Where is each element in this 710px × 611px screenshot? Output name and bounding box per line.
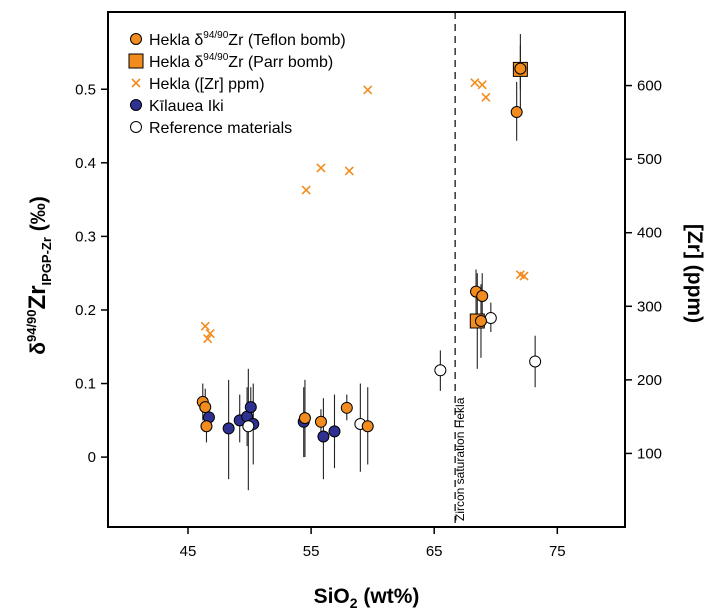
teflon-point bbox=[340, 401, 353, 414]
legend-label-parr: Hekla δ94/90Zr (Parr bomb) bbox=[149, 52, 333, 71]
y-left-title-unit: (‰) bbox=[27, 196, 50, 237]
ppm-point bbox=[203, 334, 213, 344]
legend-label-kilauea: Kīlauea Iki bbox=[149, 98, 224, 115]
ppm-point bbox=[477, 80, 487, 90]
y-left-tick-label: 0.4 bbox=[75, 155, 96, 172]
legend-text-main: Hekla δ bbox=[149, 32, 203, 49]
plot-frame bbox=[107, 11, 626, 528]
y-right-tick-label: 100 bbox=[637, 445, 662, 462]
legend-text-superscript: 94/90 bbox=[203, 52, 228, 63]
legend-label-teflon: Hekla δ94/90Zr (Teflon bomb) bbox=[149, 30, 346, 49]
teflon-point bbox=[314, 415, 327, 428]
reference-point bbox=[529, 355, 542, 368]
x-tick-label: 45 bbox=[180, 543, 197, 560]
x-axis-title-unit: (wt%) bbox=[358, 585, 420, 608]
legend-marker-reference bbox=[130, 121, 142, 133]
teflon-point bbox=[298, 412, 311, 425]
y-left-tick-label: 0.3 bbox=[75, 228, 96, 245]
y-left-tick-label: 0.5 bbox=[75, 81, 96, 98]
legend-marker-ppm bbox=[131, 78, 141, 88]
x-axis-title-main: SiO bbox=[314, 585, 350, 608]
y-right-tick-label: 500 bbox=[637, 151, 662, 168]
legend-marker-teflon bbox=[130, 33, 142, 45]
y-left-title-superscript: 94/90 bbox=[24, 309, 39, 342]
x-axis-title-subscript: 2 bbox=[350, 595, 358, 611]
y-right-axis-title: [Zr] (ppm) bbox=[683, 224, 706, 323]
ppm-point bbox=[301, 185, 311, 195]
teflon-point bbox=[514, 62, 527, 75]
ppm-point bbox=[519, 271, 529, 281]
teflon-point bbox=[474, 315, 487, 327]
legend-text-main: Hekla δ bbox=[149, 54, 203, 71]
ppm-point bbox=[344, 166, 354, 176]
y-right-tick-label: 600 bbox=[637, 78, 662, 95]
y-right-tick-label: 200 bbox=[637, 372, 662, 389]
y-left-title-zr: Zr bbox=[24, 285, 51, 309]
legend-marker-parr bbox=[128, 53, 144, 69]
teflon-point bbox=[361, 420, 374, 433]
teflon-point bbox=[199, 401, 212, 414]
y-left-tick-label: 0.2 bbox=[75, 302, 96, 319]
teflon-point bbox=[476, 289, 489, 302]
x-tick-label: 75 bbox=[549, 543, 566, 560]
y-left-axis-title: δ94/90ZrIPGP-Zr (‰) bbox=[24, 196, 54, 355]
teflon-point bbox=[200, 420, 213, 433]
legend-label-ppm: Hekla ([Zr] ppm) bbox=[149, 76, 265, 93]
ppm-point bbox=[470, 78, 480, 88]
legend-marker-kilauea bbox=[130, 99, 142, 111]
kilauea-point bbox=[244, 401, 257, 414]
ppm-point bbox=[200, 321, 210, 331]
ppm-point bbox=[481, 92, 491, 102]
kilauea-point bbox=[328, 425, 341, 438]
legend-text-rest: Zr (Teflon bomb) bbox=[228, 32, 345, 49]
y-left-title-delta: δ bbox=[27, 342, 50, 355]
y-right-tick-label: 400 bbox=[637, 225, 662, 242]
legend-label-reference: Reference materials bbox=[149, 120, 292, 137]
kilauea-point bbox=[222, 422, 235, 435]
x-axis-title: SiO2 (wt%) bbox=[314, 585, 420, 611]
kilauea-point bbox=[317, 430, 330, 443]
ppm-point bbox=[205, 328, 215, 339]
ppm-point bbox=[316, 163, 326, 173]
ppm-point bbox=[363, 85, 373, 95]
teflon-point bbox=[510, 106, 523, 119]
zircon-saturation-label: Zircon saturation Hekla bbox=[453, 397, 467, 521]
x-tick-label: 55 bbox=[303, 543, 320, 560]
x-tick-label: 65 bbox=[426, 543, 443, 560]
legend-text-rest: Zr (Parr bomb) bbox=[228, 54, 333, 71]
legend-text-main: Kīlauea Iki bbox=[149, 98, 224, 115]
legend-text-superscript: 94/90 bbox=[203, 30, 228, 41]
y-left-tick-label: 0 bbox=[88, 449, 96, 466]
y-left-title-subscript: IPGP-Zr bbox=[39, 237, 54, 285]
reference-point bbox=[434, 364, 447, 377]
reference-point bbox=[484, 312, 497, 325]
y-left-tick-label: 0.1 bbox=[75, 376, 96, 393]
y-right-tick-label: 300 bbox=[637, 298, 662, 315]
legend-text-main: Reference materials bbox=[149, 120, 292, 137]
legend-text-main: Hekla ([Zr] ppm) bbox=[149, 76, 265, 93]
reference-point bbox=[242, 420, 255, 433]
